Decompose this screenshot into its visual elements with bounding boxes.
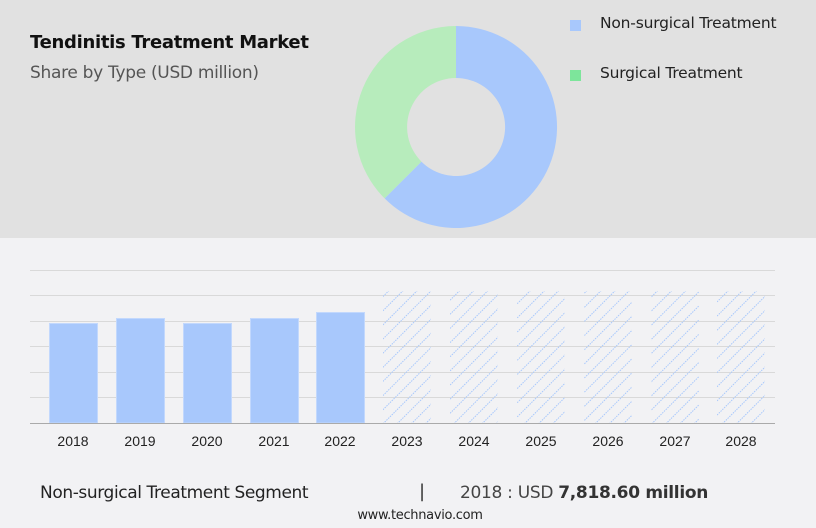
chart-subtitle: Share by Type (USD million) <box>30 63 259 83</box>
bar-2020 <box>183 323 232 424</box>
segment-value: 2018 : USD 7,818.60 million <box>460 483 708 503</box>
donut-chart <box>355 26 558 228</box>
x-tick-label: 2022 <box>324 433 356 449</box>
bar-2027 <box>651 291 699 423</box>
bar-2021 <box>250 318 299 424</box>
x-tick-label: 2028 <box>725 433 757 449</box>
x-tick-label: 2024 <box>458 433 490 449</box>
x-tick-label: 2020 <box>191 433 223 449</box>
segment-label: Non-surgical Treatment Segment <box>40 483 309 503</box>
x-tick-label: 2023 <box>391 433 423 449</box>
x-tick-label: 2021 <box>258 433 290 449</box>
bar-2026 <box>584 291 632 423</box>
segment-value-prefix: 2018 : USD <box>460 483 559 503</box>
page-title: Tendinitis Treatment Market <box>30 32 309 53</box>
bars-actual <box>49 312 365 424</box>
legend-label: Surgical Treatment <box>600 64 743 82</box>
bar-2028 <box>717 291 765 423</box>
bar-2022 <box>316 312 365 424</box>
x-tick-label: 2027 <box>659 433 691 449</box>
donut-segment-surgical <box>355 26 456 199</box>
x-tick-label: 2018 <box>57 433 89 449</box>
x-tick-label: 2026 <box>592 433 624 449</box>
header-band: Tendinitis Treatment Market Share by Typ… <box>0 0 816 238</box>
donut-segment-non-surgical <box>384 26 558 228</box>
bar-2019 <box>116 318 165 424</box>
bar-2018 <box>49 323 98 424</box>
source-url: www.technavio.com <box>357 508 483 523</box>
bar-2025 <box>517 291 565 423</box>
x-tick-label: 2019 <box>124 433 156 449</box>
x-tick-label: 2025 <box>525 433 557 449</box>
bars-forecast <box>383 291 765 423</box>
legend-swatch-non-surgical <box>570 20 581 31</box>
legend-label: Non-surgical Treatment <box>600 14 777 32</box>
segment-value-amount: 7,818.60 million <box>558 483 709 503</box>
legend-swatch-surgical <box>570 70 581 81</box>
bar-2023 <box>383 291 431 423</box>
footer-separator: | <box>419 481 426 502</box>
bar-2024 <box>450 291 498 423</box>
